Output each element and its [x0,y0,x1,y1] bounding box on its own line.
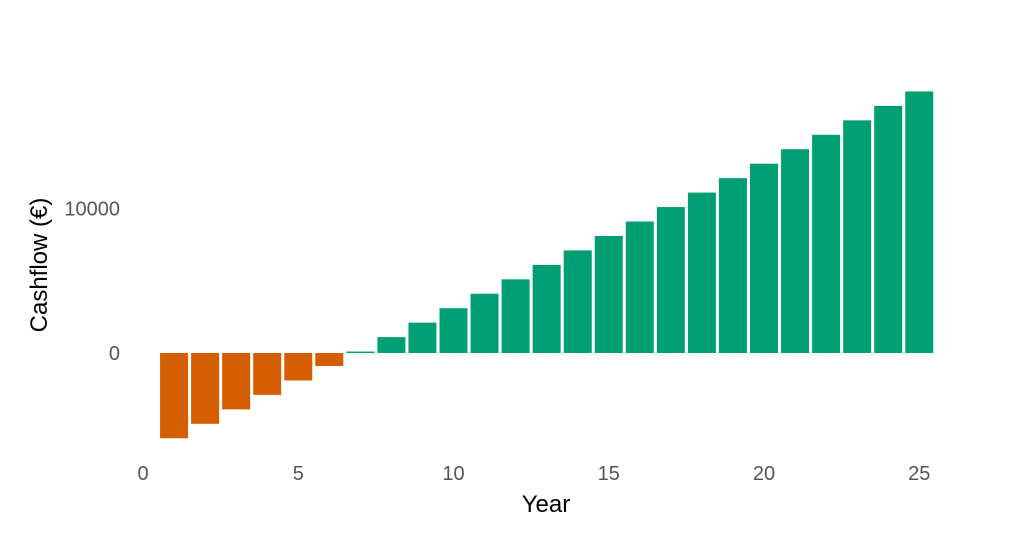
bar-year-17 [656,207,685,353]
bar-year-18 [687,192,716,353]
bar-year-14 [563,250,592,353]
bar-year-2 [191,353,220,424]
bar-year-13 [532,264,561,353]
bar-year-7 [346,351,375,354]
bars-group [160,91,934,439]
bar-year-1 [160,353,189,439]
x-tick-label: 15 [598,463,620,485]
bar-year-3 [222,353,251,410]
x-tick-label: 5 [293,463,304,485]
bar-year-12 [501,279,530,353]
x-tick-labels: 0 5 10 15 20 25 [137,463,930,485]
x-tick-label: 0 [137,463,148,485]
x-tick-label: 25 [908,463,930,485]
bar-year-15 [594,235,623,353]
bar-year-25 [905,91,934,354]
bar-year-5 [284,353,313,381]
bar-year-20 [750,163,778,353]
bar-year-6 [315,353,344,366]
y-axis-title: Cashflow (€) [26,198,53,333]
bar-year-9 [408,322,437,353]
bar-year-24 [874,105,903,353]
bar-year-21 [781,149,810,353]
x-tick-label: 20 [753,463,775,485]
x-tick-label: 10 [442,463,464,485]
y-tick-label: 0 [109,343,120,365]
y-tick-label: 10000 [64,199,120,221]
bar-year-19 [718,178,747,353]
x-axis-title: Year [522,491,571,518]
bar-year-23 [843,120,872,353]
bar-year-8 [377,337,406,353]
bar-year-16 [625,221,654,353]
bar-year-10 [439,308,468,353]
bar-year-11 [470,293,499,353]
bar-year-22 [812,134,841,353]
y-tick-labels: 0 10000 [64,199,120,366]
bar-year-4 [253,353,282,395]
